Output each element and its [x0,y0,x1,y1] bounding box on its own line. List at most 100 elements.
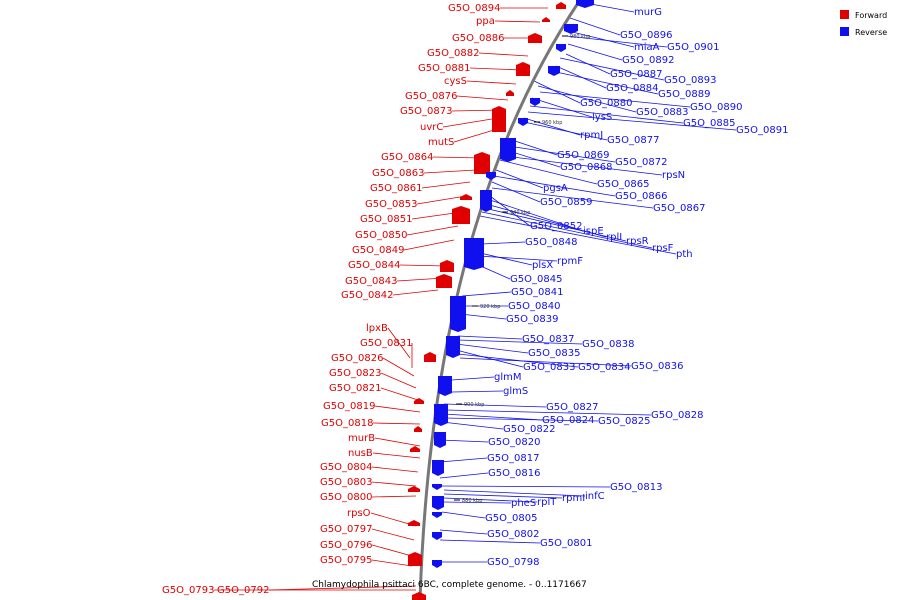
reverse-gene-label[interactable]: pgsA [543,183,568,194]
reverse-gene-label[interactable]: glmS [503,386,528,397]
reverse-gene-label[interactable]: rpmF [557,256,583,267]
reverse-gene-label[interactable]: rplT [537,497,557,508]
reverse-gene-label[interactable]: G5O_0845 [510,274,562,285]
reverse-gene-label[interactable]: glmM [494,372,522,383]
reverse-gene-label[interactable]: G5O_0892 [622,55,674,66]
forward-gene-label[interactable]: G5O_0803 [320,477,372,488]
forward-gene-label[interactable]: G5O_0842 [341,290,393,301]
reverse-gene-label[interactable]: miaA [634,42,660,53]
forward-gene-label[interactable]: G5O_0853 [365,199,417,210]
forward-gene-label[interactable]: G5O_0882 [427,48,479,59]
forward-gene-label[interactable]: nusB [348,448,373,459]
reverse-gene-label[interactable]: G5O_0828 [651,410,703,421]
forward-gene-label[interactable]: G5O_0793 [162,585,214,596]
forward-gene-label[interactable]: G5O_0850 [355,230,407,241]
reverse-gene-label[interactable]: G5O_0841 [511,287,563,298]
reverse-gene-label[interactable]: G5O_0890 [690,102,742,113]
reverse-gene-label[interactable]: G5O_0866 [615,191,667,202]
reverse-gene-label[interactable]: G5O_0825 [598,416,650,427]
forward-gene-label[interactable]: G5O_0844 [348,260,400,271]
reverse-gene-label[interactable]: rpsN [662,170,685,181]
forward-gene-label[interactable]: rpsO [347,508,371,519]
reverse-gene-label[interactable]: G5O_0813 [610,482,662,493]
forward-gene-label[interactable]: uvrC [420,122,443,133]
reverse-gene-label[interactable]: G5O_0802 [487,529,539,540]
forward-gene-label[interactable]: cysS [444,76,467,87]
forward-gene-label[interactable]: murB [348,433,375,444]
reverse-gene-label[interactable]: G5O_0835 [528,348,580,359]
forward-gene-label[interactable]: G5O_0819 [323,401,375,412]
forward-gene-label[interactable]: G5O_0886 [452,33,504,44]
reverse-gene-label[interactable]: G5O_0816 [488,468,540,479]
forward-gene-label[interactable]: G5O_0795 [320,555,372,566]
reverse-gene-label[interactable]: G5O_0817 [487,453,539,464]
reverse-gene-label[interactable]: G5O_0852 [530,221,582,232]
reverse-gene-label[interactable]: G5O_0868 [560,162,612,173]
reverse-gene-label[interactable]: G5O_0889 [658,89,710,100]
reverse-gene-label[interactable]: G5O_0880 [580,98,632,109]
forward-gene-label[interactable]: G5O_0849 [352,245,404,256]
forward-gene-label[interactable]: G5O_0876 [405,91,457,102]
reverse-gene-label[interactable]: G5O_0877 [607,135,659,146]
reverse-gene-label[interactable]: G5O_0865 [597,179,649,190]
forward-gene-label[interactable]: G5O_0881 [418,63,470,74]
reverse-gene-label[interactable]: G5O_0805 [485,513,537,524]
forward-gene-label[interactable]: G5O_0804 [320,462,372,473]
reverse-gene-label[interactable]: G5O_0883 [636,107,688,118]
reverse-gene-label[interactable]: G5O_0798 [487,557,539,568]
reverse-gene-label[interactable]: rpsR [626,236,649,247]
reverse-gene-label[interactable]: G5O_0884 [606,83,658,94]
forward-gene-label[interactable]: G5O_0864 [381,152,433,163]
forward-gene-label[interactable]: G5O_0823 [329,368,381,379]
reverse-gene-label[interactable]: G5O_0836 [631,361,683,372]
reverse-gene-label[interactable]: G5O_0859 [540,197,592,208]
reverse-gene-label[interactable]: G5O_0887 [610,69,662,80]
reverse-gene-label[interactable]: G5O_0838 [582,339,634,350]
reverse-gene-label[interactable]: G5O_0901 [667,42,719,53]
reverse-gene-label[interactable]: murG [634,7,662,18]
reverse-gene-label[interactable]: G5O_0801 [540,538,592,549]
forward-gene-label[interactable]: G5O_0796 [320,540,372,551]
forward-gene-label[interactable]: G5O_0843 [345,276,397,287]
reverse-gene-label[interactable]: G5O_0834 [578,362,630,373]
reverse-gene-label[interactable]: G5O_0837 [522,334,574,345]
forward-gene-label[interactable]: ppa [476,16,495,27]
reverse-gene-label[interactable]: G5O_0872 [615,157,667,168]
reverse-gene-label[interactable]: pth [676,249,693,260]
reverse-gene-label[interactable]: plsX [532,260,553,271]
reverse-gene-label[interactable]: rpsF [652,243,674,254]
forward-gene-label[interactable]: G5O_0826 [331,353,383,364]
reverse-gene-label[interactable]: G5O_0839 [506,314,558,325]
forward-gene-label[interactable]: G5O_0873 [400,106,452,117]
reverse-gene-label[interactable]: G5O_0893 [664,75,716,86]
reverse-gene-label[interactable]: rpmI [562,493,585,504]
reverse-gene-label[interactable]: G5O_0822 [503,424,555,435]
reverse-gene-label[interactable]: G5O_0824 [542,415,594,426]
forward-gene-label[interactable]: G5O_0863 [372,168,424,179]
reverse-gene-label[interactable]: G5O_0885 [683,118,735,129]
reverse-gene-label[interactable]: infC [585,491,605,502]
reverse-gene-label[interactable]: G5O_0827 [546,402,598,413]
reverse-gene-label[interactable]: G5O_0867 [653,203,705,214]
reverse-gene-label[interactable]: ispE [583,226,604,237]
reverse-gene-label[interactable]: rplI [606,232,622,243]
forward-gene-label[interactable]: G5O_0818 [321,418,373,429]
reverse-gene-label[interactable]: G5O_0896 [620,30,672,41]
reverse-gene-label[interactable]: G5O_0840 [508,301,560,312]
reverse-gene-label[interactable]: rpmJ [580,130,603,141]
forward-gene-label[interactable]: mutS [428,137,454,148]
forward-gene-label[interactable]: G5O_0792 [217,585,269,596]
reverse-gene-label[interactable]: G5O_0833 [523,362,575,373]
forward-gene-label[interactable]: G5O_0851 [360,214,412,225]
forward-gene-label[interactable]: G5O_0831 [360,338,412,349]
forward-gene-label[interactable]: G5O_0894 [448,3,500,14]
reverse-gene-label[interactable]: pheS [511,498,536,509]
forward-gene-label[interactable]: G5O_0821 [329,383,381,394]
forward-gene-label[interactable]: G5O_0797 [320,524,372,535]
reverse-gene-label[interactable]: G5O_0848 [525,237,577,248]
reverse-gene-label[interactable]: lysS [592,112,612,123]
reverse-gene-label[interactable]: G5O_0891 [736,125,788,136]
reverse-gene-label[interactable]: G5O_0820 [488,437,540,448]
forward-gene-label[interactable]: G5O_0800 [320,492,372,503]
forward-gene-label[interactable]: lpxB [366,323,388,334]
